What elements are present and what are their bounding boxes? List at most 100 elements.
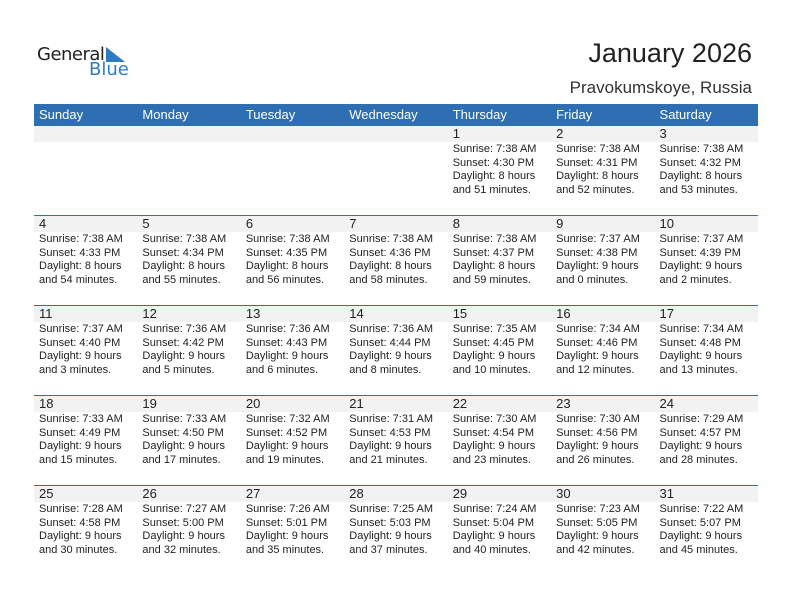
sunrise-text: Sunrise: 7:26 AM: [245, 503, 330, 515]
day-number: 27: [240, 486, 345, 502]
day-cell: 19 Sunrise: 7:33 AM Sunset: 4:50 PM Dayligh…: [137, 396, 241, 483]
day-info: Sunrise: 7:34 AM Sunset: 4:46 PM Daylight:…: [551, 323, 654, 377]
daylight-text: and 37 minutes.: [349, 543, 428, 556]
day-number: 25: [34, 486, 138, 502]
empty-day-cell: [240, 126, 345, 214]
sunrise-text: Sunrise: 7:24 AM: [452, 503, 537, 515]
sunset-text: Sunset: 4:37 PM: [452, 246, 535, 259]
day-number: 4: [34, 216, 138, 232]
day-number: 26: [137, 486, 241, 502]
day-cell: 28 Sunrise: 7:25 AM Sunset: 5:03 PM Dayligh…: [344, 486, 448, 573]
day-cell: 8 Sunrise: 7:38 AM Sunset: 4:37 PM Daylight…: [447, 216, 552, 303]
sunrise-text: Sunrise: 7:22 AM: [659, 503, 744, 515]
day-info: Sunrise: 7:38 AM Sunset: 4:35 PM Daylight:…: [241, 233, 344, 287]
week-row: 25 Sunrise: 7:28 AM Sunset: 4:58 PM Dayligh…: [34, 485, 758, 573]
day-cell: 24 Sunrise: 7:29 AM Sunset: 4:57 PM Dayligh…: [654, 396, 758, 483]
sunset-text: Sunset: 4:54 PM: [452, 426, 535, 439]
day-number: 14: [344, 306, 448, 322]
daylight-text: Daylight: 9 hours: [142, 350, 225, 363]
sunset-text: Sunset: 4:32 PM: [659, 156, 741, 169]
daylight-text: and 21 minutes.: [349, 453, 428, 466]
day-cell: 11 Sunrise: 7:37 AM Sunset: 4:40 PM Dayligh…: [34, 306, 138, 393]
day-cell: 31 Sunrise: 7:22 AM Sunset: 5:07 PM Dayligh…: [654, 486, 758, 573]
sunrise-text: Sunrise: 7:25 AM: [349, 503, 434, 515]
daylight-text: Daylight: 8 hours: [452, 260, 536, 273]
daylight-text: and 8 minutes.: [349, 363, 422, 376]
weekday-friday: Friday: [556, 107, 593, 122]
daylight-text: Daylight: 9 hours: [556, 350, 639, 363]
daylight-text: Daylight: 9 hours: [245, 350, 329, 363]
day-cell: 29 Sunrise: 7:24 AM Sunset: 5:04 PM Dayligh…: [447, 486, 552, 573]
sunset-text: Sunset: 4:48 PM: [659, 336, 741, 349]
sunrise-text: Sunrise: 7:38 AM: [142, 233, 227, 245]
sunrise-text: Sunrise: 7:38 AM: [452, 233, 537, 245]
daylight-text: Daylight: 9 hours: [452, 440, 536, 453]
daylight-text: and 52 minutes.: [556, 183, 635, 196]
day-number: 9: [551, 216, 655, 232]
day-number: 30: [551, 486, 655, 502]
sunrise-text: Sunrise: 7:37 AM: [556, 233, 640, 245]
day-cell: 9 Sunrise: 7:37 AM Sunset: 4:38 PM Daylight…: [551, 216, 655, 303]
sunrise-text: Sunrise: 7:27 AM: [142, 503, 227, 515]
day-number: 3: [654, 126, 758, 142]
day-number: 23: [551, 396, 655, 412]
day-number: 15: [447, 306, 552, 322]
sunrise-text: Sunrise: 7:33 AM: [142, 413, 227, 425]
sunset-text: Sunset: 5:00 PM: [142, 516, 224, 529]
day-number: 28: [344, 486, 448, 502]
day-cell: 15 Sunrise: 7:35 AM Sunset: 4:45 PM Dayligh…: [447, 306, 552, 393]
daylight-text: and 17 minutes.: [142, 453, 221, 466]
location: Pravokumskoye, Russia: [569, 78, 752, 97]
weekday-sunday: Sunday: [39, 107, 84, 122]
day-number: 8: [447, 216, 552, 232]
empty-day-cell: [34, 126, 138, 214]
day-number: 7: [344, 216, 448, 232]
day-cell: 25 Sunrise: 7:28 AM Sunset: 4:58 PM Dayligh…: [34, 486, 138, 573]
logo-text-general: General: [37, 44, 105, 65]
day-number: 20: [240, 396, 345, 412]
daylight-text: and 30 minutes.: [39, 543, 118, 556]
daylight-text: and 42 minutes.: [556, 543, 635, 556]
day-info: Sunrise: 7:31 AM Sunset: 4:53 PM Daylight:…: [344, 413, 447, 467]
daylight-text: Daylight: 8 hours: [39, 260, 122, 273]
daylight-text: Daylight: 9 hours: [659, 440, 743, 453]
sunrise-text: Sunrise: 7:23 AM: [556, 503, 640, 515]
day-cell: 2 Sunrise: 7:38 AM Sunset: 4:31 PM Daylight…: [551, 126, 655, 214]
day-number: 12: [137, 306, 241, 322]
weekday-saturday: Saturday: [659, 107, 712, 122]
day-cell: 3 Sunrise: 7:38 AM Sunset: 4:32 PM Daylight…: [654, 126, 758, 214]
day-info: Sunrise: 7:38 AM Sunset: 4:31 PM Daylight:…: [551, 143, 654, 197]
day-info: Sunrise: 7:37 AM Sunset: 4:38 PM Daylight:…: [551, 233, 654, 287]
day-info: Sunrise: 7:33 AM Sunset: 4:49 PM Daylight:…: [34, 413, 137, 467]
sunset-text: Sunset: 5:04 PM: [452, 516, 535, 529]
sunrise-text: Sunrise: 7:35 AM: [452, 323, 537, 335]
sunset-text: Sunset: 4:50 PM: [142, 426, 224, 439]
sunrise-text: Sunrise: 7:37 AM: [39, 323, 123, 335]
daylight-text: Daylight: 8 hours: [659, 170, 743, 183]
weekday-thursday: Thursday: [452, 107, 507, 122]
daylight-text: Daylight: 9 hours: [659, 350, 743, 363]
sunrise-text: Sunrise: 7:36 AM: [142, 323, 227, 335]
daylight-text: and 40 minutes.: [452, 543, 531, 556]
sunrise-text: Sunrise: 7:33 AM: [39, 413, 123, 425]
day-cell: 21 Sunrise: 7:31 AM Sunset: 4:53 PM Dayligh…: [344, 396, 448, 483]
daylight-text: and 56 minutes.: [245, 273, 325, 286]
day-number: 21: [344, 396, 448, 412]
daylight-text: and 3 minutes.: [39, 363, 112, 376]
sunset-text: Sunset: 4:34 PM: [142, 246, 224, 259]
day-info: Sunrise: 7:28 AM Sunset: 4:58 PM Daylight:…: [34, 503, 137, 557]
day-info: Sunrise: 7:36 AM Sunset: 4:43 PM Daylight:…: [241, 323, 344, 377]
day-cell: 7 Sunrise: 7:38 AM Sunset: 4:36 PM Daylight…: [344, 216, 448, 303]
daylight-text: Daylight: 9 hours: [142, 530, 225, 543]
day-cell: 13 Sunrise: 7:36 AM Sunset: 4:43 PM Dayligh…: [240, 306, 345, 393]
daylight-text: and 55 minutes.: [142, 273, 221, 286]
daylight-text: Daylight: 9 hours: [39, 350, 122, 363]
daylight-text: Daylight: 9 hours: [349, 440, 432, 453]
day-number: 31: [654, 486, 758, 502]
daylight-text: and 12 minutes.: [556, 363, 635, 376]
day-info: Sunrise: 7:34 AM Sunset: 4:48 PM Daylight:…: [655, 323, 758, 377]
daylight-text: and 5 minutes.: [142, 363, 215, 376]
daylight-text: and 0 minutes.: [556, 273, 629, 286]
weekday-wednesday: Wednesday: [349, 107, 418, 122]
day-cell: 30 Sunrise: 7:23 AM Sunset: 5:05 PM Dayligh…: [551, 486, 655, 573]
